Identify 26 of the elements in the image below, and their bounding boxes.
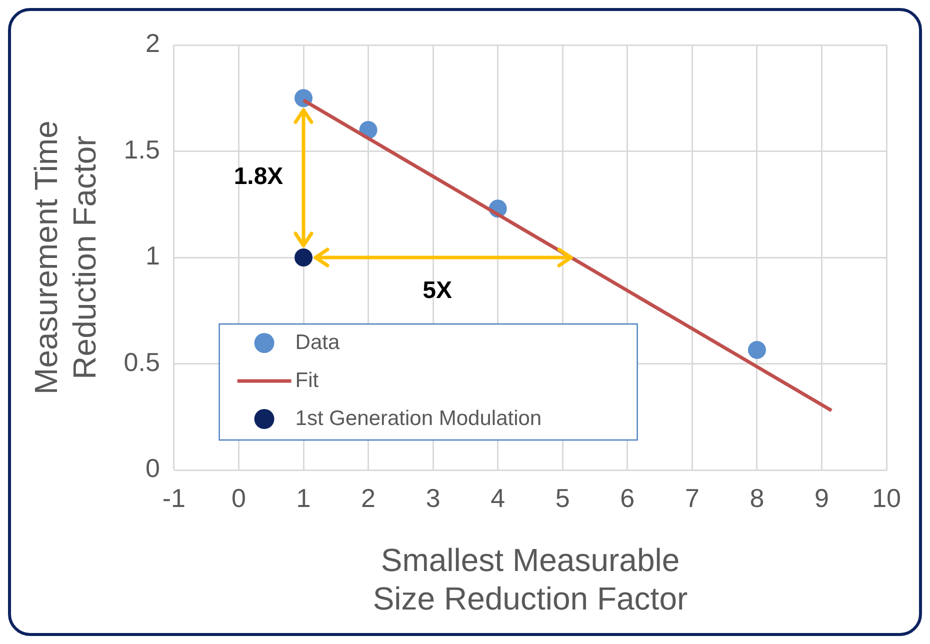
y-tick-label: 1 [145,240,160,271]
y-tick-label: 0.5 [124,346,160,377]
y-tick-label: 1.5 [124,134,160,164]
y-tick-label: 0 [145,453,160,484]
point [294,248,313,266]
x-tick-label: 6 [620,482,635,513]
x-tick-label: 3 [426,482,440,513]
x-tick-label: 5 [555,482,570,513]
legend-label: 1st Generation Modulation [295,406,542,430]
x-axis-title: Smallest Measurable Size Reduction Factor [372,542,688,617]
x-tick-label: 9 [814,482,829,513]
x-tick-label: 8 [750,482,764,513]
x-tick-label: 0 [231,482,246,513]
x-tick-label: 1 [296,482,311,513]
x-tick-label: 10 [872,482,901,513]
legend-label: Data [295,330,340,354]
point [748,340,766,359]
x-tick-label: 7 [684,482,700,513]
x-tick-label: 4 [490,482,506,513]
legend-label: Fit [295,368,319,392]
y-tick-label: 2 [145,28,160,58]
annotation: 1.8X [234,163,284,190]
x-tick-label: -1 [162,482,186,513]
y-axis-title: Measurement Time Reduction Factor [28,120,102,394]
annotation: 5X [422,276,452,304]
x-tick-label: 2 [361,482,376,513]
